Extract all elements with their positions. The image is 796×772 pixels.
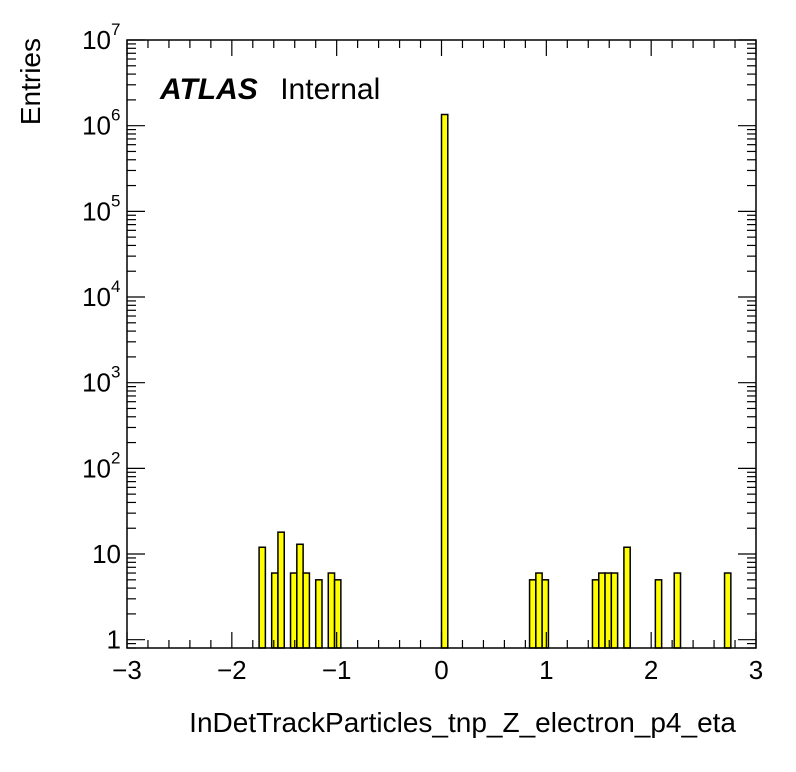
histogram-bin-7 <box>327 572 336 649</box>
y-tick-label-exponent: 7 <box>111 20 120 39</box>
y-tick-label: 10 <box>82 111 111 141</box>
x-axis-title: InDetTrackParticles_tnp_Z_electron_p4_et… <box>189 707 736 738</box>
histogram-bin-12 <box>541 579 550 649</box>
x-tick-label: 0 <box>434 655 448 685</box>
histogram-bin-9 <box>440 113 449 649</box>
histogram-bin-15 <box>604 572 613 649</box>
histogram-bin-8 <box>333 579 342 649</box>
histogram-bins <box>258 113 732 649</box>
atlas-label-bold: ATLAS <box>159 73 258 106</box>
histogram-bin-5 <box>302 572 311 649</box>
histogram-bin-2 <box>277 531 285 649</box>
histogram-bin-16 <box>610 572 619 649</box>
y-tick-label: 10 <box>82 25 111 55</box>
histogram-bin-4 <box>296 543 304 649</box>
atlas-label: ATLAS Internal <box>159 73 380 106</box>
x-tick-label: −1 <box>322 655 352 685</box>
histogram-bin-10 <box>528 579 537 649</box>
histogram-bin-14 <box>598 572 606 649</box>
histogram-bin-3 <box>289 572 298 649</box>
histogram-bin-19 <box>673 572 682 649</box>
x-tick-label: 2 <box>644 655 658 685</box>
y-tick-label-exponent: 3 <box>111 363 120 382</box>
x-tick-label: −2 <box>217 655 247 685</box>
y-tick-label: 10 <box>82 196 111 226</box>
y-tick-label-exponent: 2 <box>111 448 120 467</box>
x-tick-label: 3 <box>749 655 763 685</box>
histogram-bin-20 <box>723 572 732 649</box>
axis-ticks <box>126 39 757 649</box>
x-tick-label: 1 <box>539 655 553 685</box>
y-tick-label: 10 <box>82 368 111 398</box>
y-tick-label-exponent: 6 <box>111 106 120 125</box>
y-tick-label: 1 <box>107 625 121 655</box>
y-axis-title: Entries <box>15 38 46 125</box>
y-tick-label-exponent: 5 <box>111 191 120 210</box>
y-tick-label: 10 <box>82 453 111 483</box>
histogram-bin-6 <box>314 579 323 649</box>
atlas-label-internal: Internal <box>280 73 380 106</box>
histogram-bin-13 <box>591 579 600 649</box>
plot-frame <box>126 39 757 649</box>
histogram-bin-0 <box>258 546 267 649</box>
histogram-bin-1 <box>270 572 279 649</box>
x-tick-label: −3 <box>112 655 142 685</box>
histogram-bin-11 <box>535 572 543 649</box>
histogram-bin-17 <box>623 546 631 649</box>
histogram-bin-18 <box>654 579 663 649</box>
y-tick-label-exponent: 4 <box>111 277 120 296</box>
y-tick-label: 10 <box>92 539 121 569</box>
y-tick-label: 10 <box>82 282 111 312</box>
